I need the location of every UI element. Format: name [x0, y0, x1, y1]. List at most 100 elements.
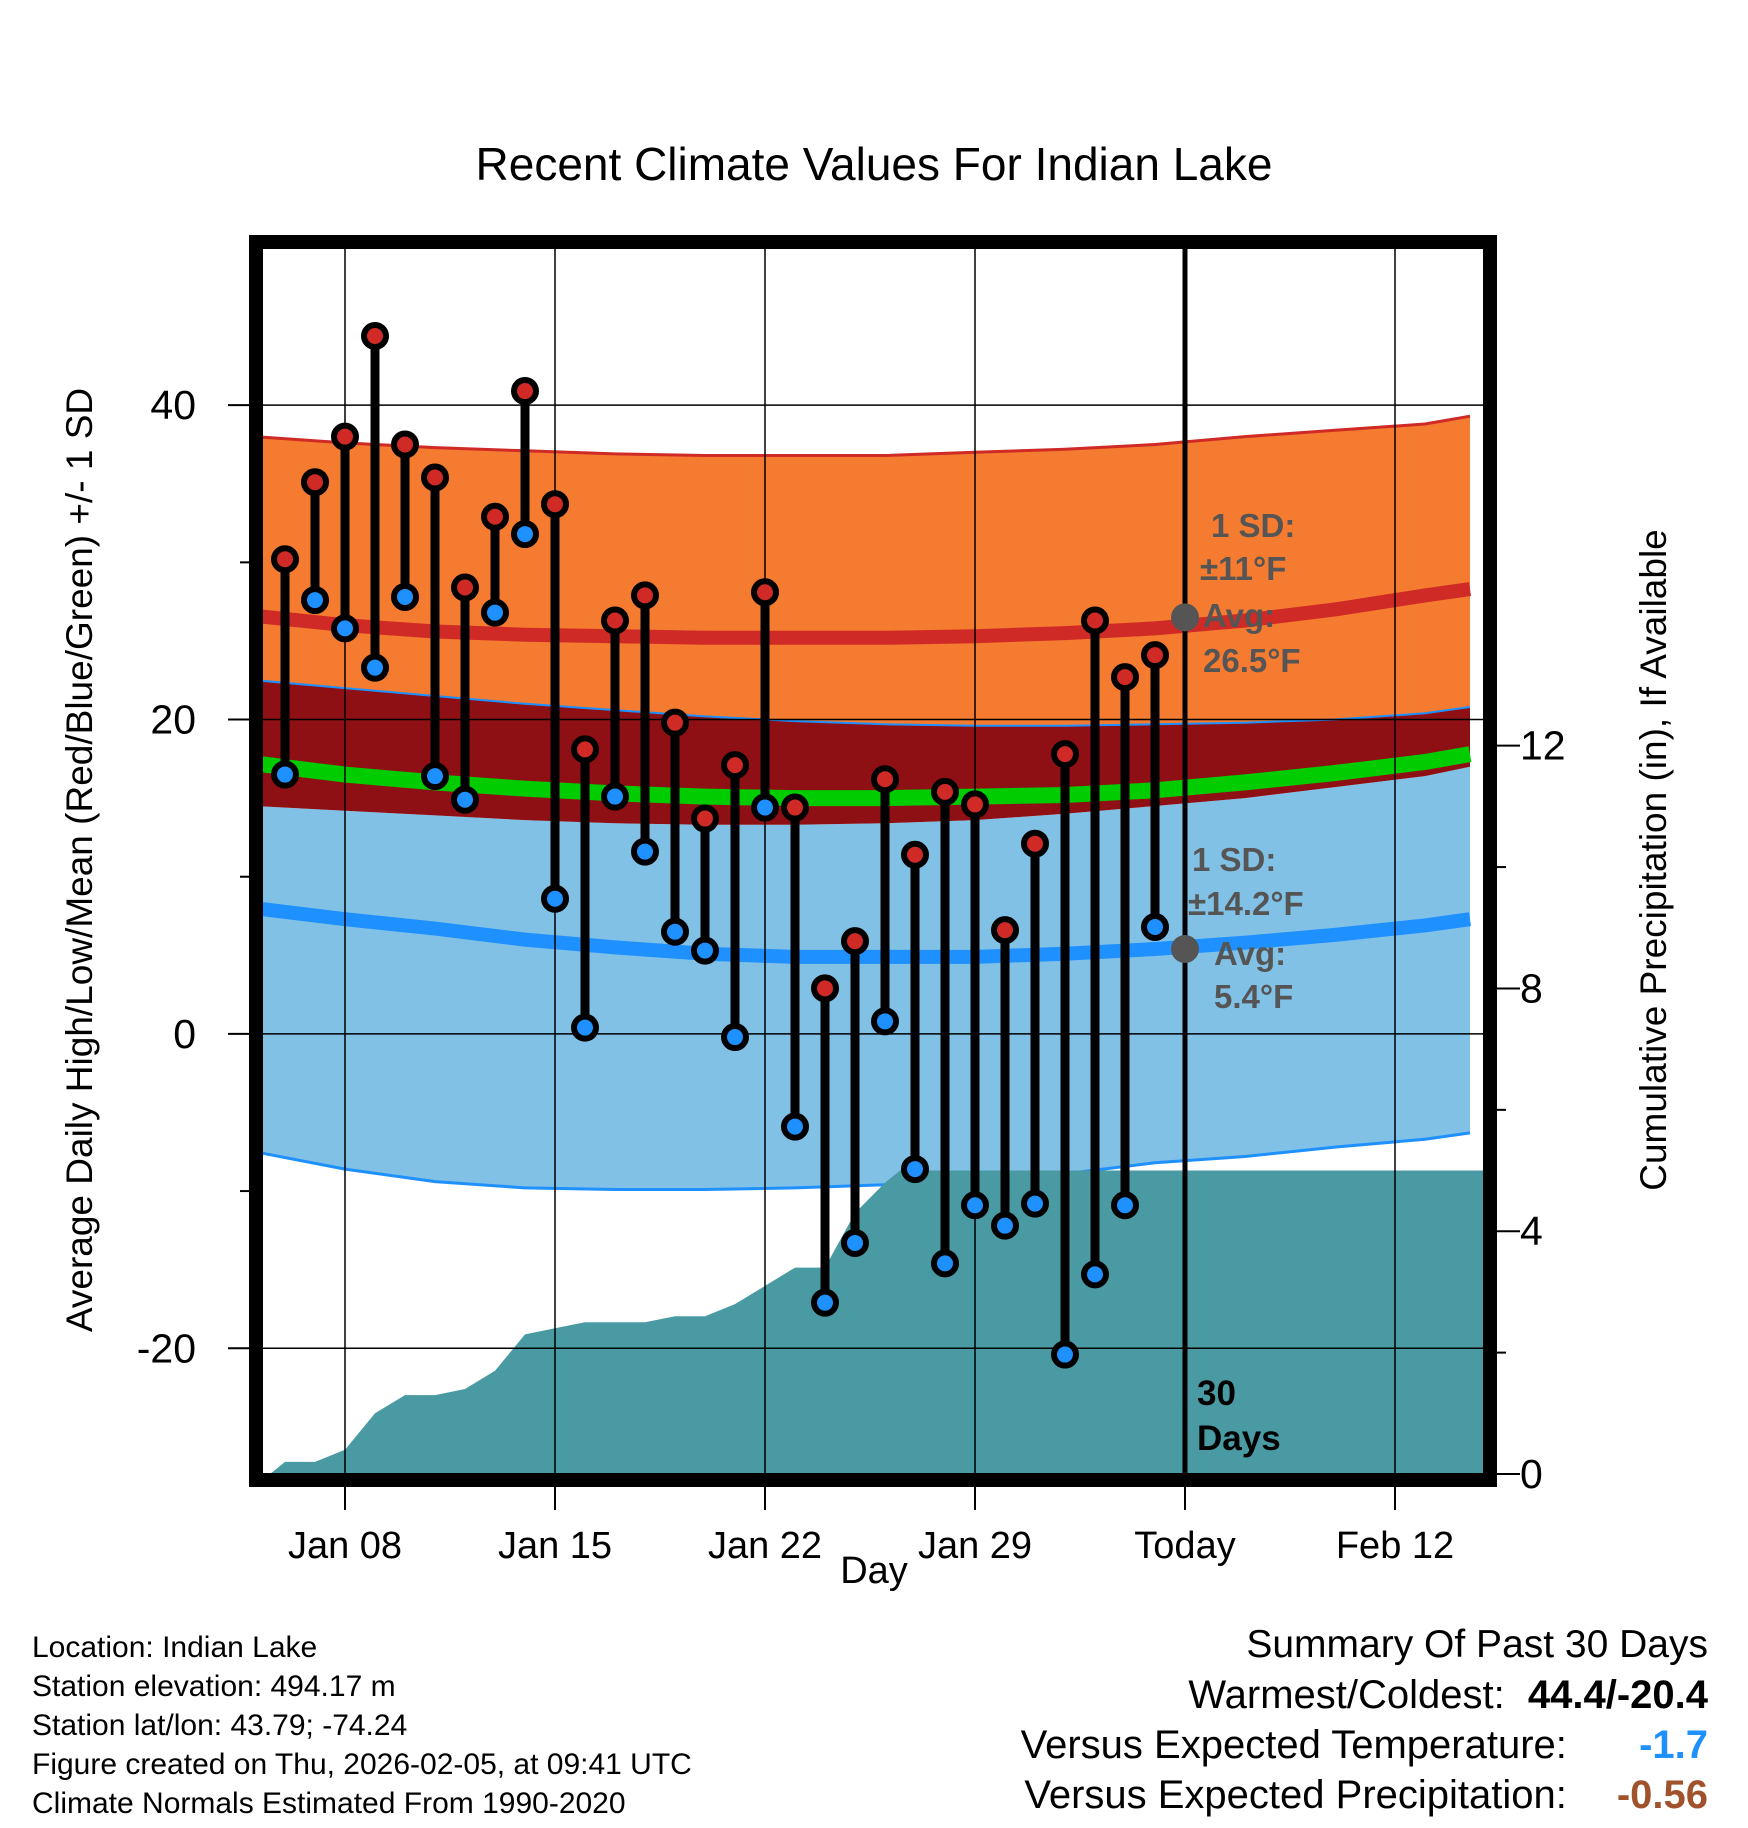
x-tick-label: Feb 12: [1336, 1525, 1454, 1567]
obs-high-point: [571, 735, 599, 764]
obs-high-point: [601, 606, 629, 635]
obs-high-point: [271, 545, 299, 574]
obs-low-point: [1141, 913, 1169, 942]
low-sd-value: ±14.2°F: [1188, 885, 1304, 922]
obs-low-point: [601, 782, 629, 811]
x-tick-label: Today: [1134, 1525, 1235, 1567]
y2-tick-label: 8: [1520, 965, 1543, 1011]
obs-low-point: [811, 1288, 839, 1317]
obs-low-point: [691, 936, 719, 965]
obs-low-point: [721, 1023, 749, 1052]
obs-high-point: [901, 840, 929, 869]
obs-low-point: [541, 884, 569, 913]
latlon-text: Station lat/lon: 43.79; -74.24: [32, 1709, 408, 1742]
y2-axis-label: Cumulative Precipitation (in), If Availa…: [1633, 529, 1674, 1191]
precip-value: -0.56: [1616, 1773, 1708, 1817]
high-avg-value: 26.5°F: [1203, 642, 1301, 679]
y-axis-label: Average Daily High/Low/Mean (Red/Blue/Gr…: [59, 388, 100, 1332]
obs-high-point: [991, 916, 1019, 945]
high-avg-label: Avg:: [1203, 597, 1275, 634]
summary-panel: Summary Of Past 30 Days Warmest/Coldest:…: [1021, 1620, 1708, 1820]
summary-title: Summary Of Past 30 Days: [1246, 1623, 1708, 1666]
chart-title: Recent Climate Values For Indian Lake: [476, 138, 1273, 190]
obs-low-point: [991, 1211, 1019, 1240]
obs-high-point: [811, 974, 839, 1003]
obs-high-point: [1111, 663, 1139, 692]
high-sd-label: 1 SD:: [1211, 507, 1295, 544]
obs-high-point: [871, 765, 899, 794]
x-tick-label: Jan 29: [918, 1525, 1032, 1567]
climate-chart: Recent Climate Values For Indian Lake 1 …: [59, 138, 1674, 1592]
precip-label: Versus Expected Precipitation:: [1024, 1773, 1567, 1817]
obs-low-point: [841, 1228, 869, 1257]
y-tick-label: -20: [137, 1325, 196, 1371]
obs-low-point: [931, 1249, 959, 1278]
low-avg-label: Avg:: [1214, 935, 1286, 972]
warm-cold-value: 44.4/-20.4: [1527, 1673, 1708, 1717]
today-low-avg-marker: [1171, 935, 1199, 964]
obs-low-point: [781, 1112, 809, 1141]
obs-low-point: [1111, 1191, 1139, 1220]
low-sd-label: 1 SD:: [1192, 841, 1276, 878]
obs-low-point: [751, 793, 779, 822]
obs-high-point: [691, 804, 719, 833]
obs-high-point: [721, 751, 749, 780]
high-sd-value: ±11°F: [1200, 550, 1286, 587]
obs-low-point: [571, 1013, 599, 1042]
x-tick-label: Jan 22: [708, 1525, 822, 1567]
obs-high-point: [661, 708, 689, 737]
obs-high-point: [451, 573, 479, 602]
x-tick-label: Jan 15: [498, 1525, 612, 1567]
obs-low-point: [361, 653, 389, 682]
obs-low-point: [901, 1155, 929, 1184]
x-axis-label: Day: [840, 1550, 908, 1592]
obs-low-point: [391, 582, 419, 611]
y2-tick-label: 12: [1520, 723, 1566, 769]
period-unit: Days: [1197, 1419, 1281, 1458]
high-upper-edge: [262, 414, 1471, 457]
x-tick-label: Jan 08: [288, 1525, 402, 1567]
summary-temp: Versus Expected Temperature: -1.7: [1021, 1720, 1708, 1770]
normals-text: Climate Normals Estimated From 1990-2020: [32, 1787, 626, 1820]
y2-tick-label: 0: [1520, 1451, 1543, 1497]
obs-low-point: [961, 1191, 989, 1220]
precip-area: [262, 1170, 1484, 1474]
obs-high-point: [631, 581, 659, 610]
summary-precip: Versus Expected Precipitation: -0.56: [1021, 1770, 1708, 1820]
y2-tick-label: 4: [1520, 1208, 1543, 1254]
obs-low-point: [301, 586, 329, 615]
y-tick-label: 0: [173, 1011, 196, 1057]
warm-cold-label: Warmest/Coldest:: [1188, 1673, 1505, 1717]
y-tick-label: 20: [150, 697, 196, 743]
obs-high-point: [361, 322, 389, 351]
elevation-text: Station elevation: 494.17 m: [32, 1670, 396, 1703]
obs-low-point: [271, 760, 299, 789]
obs-low-point: [631, 837, 659, 866]
obs-high-point: [511, 377, 539, 406]
station-info: Location: Indian Lake Station elevation:…: [32, 1628, 692, 1823]
obs-high-point: [541, 490, 569, 519]
low-avg-value: 5.4°F: [1214, 978, 1293, 1015]
location-text: Location: Indian Lake: [32, 1631, 318, 1664]
obs-low-point: [1051, 1340, 1079, 1369]
obs-low-point: [661, 917, 689, 946]
created-text: Figure created on Thu, 2026-02-05, at 09…: [32, 1748, 692, 1781]
obs-high-point: [331, 422, 359, 451]
obs-low-point: [1081, 1260, 1109, 1289]
obs-low-point: [1021, 1189, 1049, 1218]
obs-high-point: [841, 927, 869, 956]
obs-high-point: [1081, 606, 1109, 635]
summary-warm-cold: Warmest/Coldest: 44.4/-20.4: [1021, 1670, 1708, 1720]
obs-low-point: [331, 614, 359, 643]
plot-frame: [249, 235, 1497, 1487]
temp-value: -1.7: [1639, 1723, 1708, 1767]
obs-high-point: [421, 463, 449, 492]
obs-high-point: [1051, 740, 1079, 769]
obs-high-point: [961, 790, 989, 819]
today-high-avg-marker: [1171, 603, 1199, 632]
y-tick-label: 40: [150, 382, 196, 428]
obs-low-point: [871, 1007, 899, 1036]
low-sd-band: [262, 766, 1470, 1190]
temp-label: Versus Expected Temperature:: [1020, 1723, 1567, 1767]
obs-low-point: [421, 762, 449, 791]
